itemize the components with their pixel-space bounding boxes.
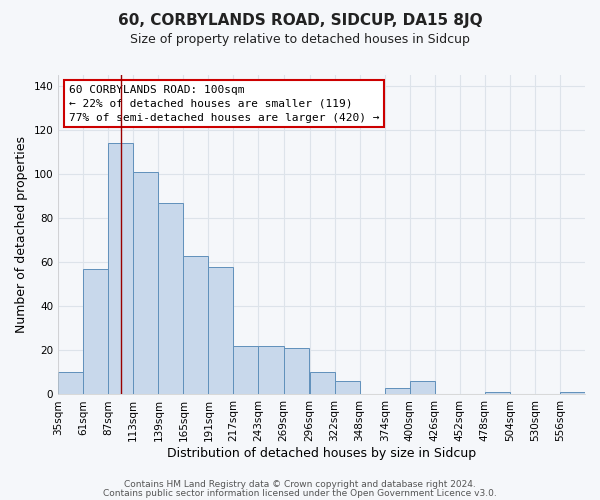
Bar (83, 269, 108, 394)
X-axis label: Distribution of detached houses by size in Sidcup: Distribution of detached houses by size … (167, 447, 476, 460)
Bar (410, 381, 435, 394)
Bar (560, 392, 585, 394)
Bar (184, 256, 208, 394)
Bar (335, 381, 359, 394)
Bar (284, 348, 308, 395)
Bar (385, 388, 410, 394)
Text: Contains HM Land Registry data © Crown copyright and database right 2024.: Contains HM Land Registry data © Crown c… (124, 480, 476, 489)
Bar (233, 346, 259, 395)
Y-axis label: Number of detached properties: Number of detached properties (15, 136, 28, 333)
Text: 60 CORBYLANDS ROAD: 100sqm
← 22% of detached houses are smaller (119)
77% of sem: 60 CORBYLANDS ROAD: 100sqm ← 22% of deta… (69, 84, 379, 122)
Text: Size of property relative to detached houses in Sidcup: Size of property relative to detached ho… (130, 32, 470, 46)
Text: Contains public sector information licensed under the Open Government Licence v3: Contains public sector information licen… (103, 488, 497, 498)
Bar (208, 266, 233, 394)
Bar (310, 372, 335, 394)
Bar (133, 172, 158, 394)
Bar (485, 392, 510, 394)
Bar (58, 372, 83, 394)
Bar (158, 203, 184, 394)
Bar (259, 346, 284, 395)
Text: 60, CORBYLANDS ROAD, SIDCUP, DA15 8JQ: 60, CORBYLANDS ROAD, SIDCUP, DA15 8JQ (118, 12, 482, 28)
Bar (108, 144, 133, 394)
